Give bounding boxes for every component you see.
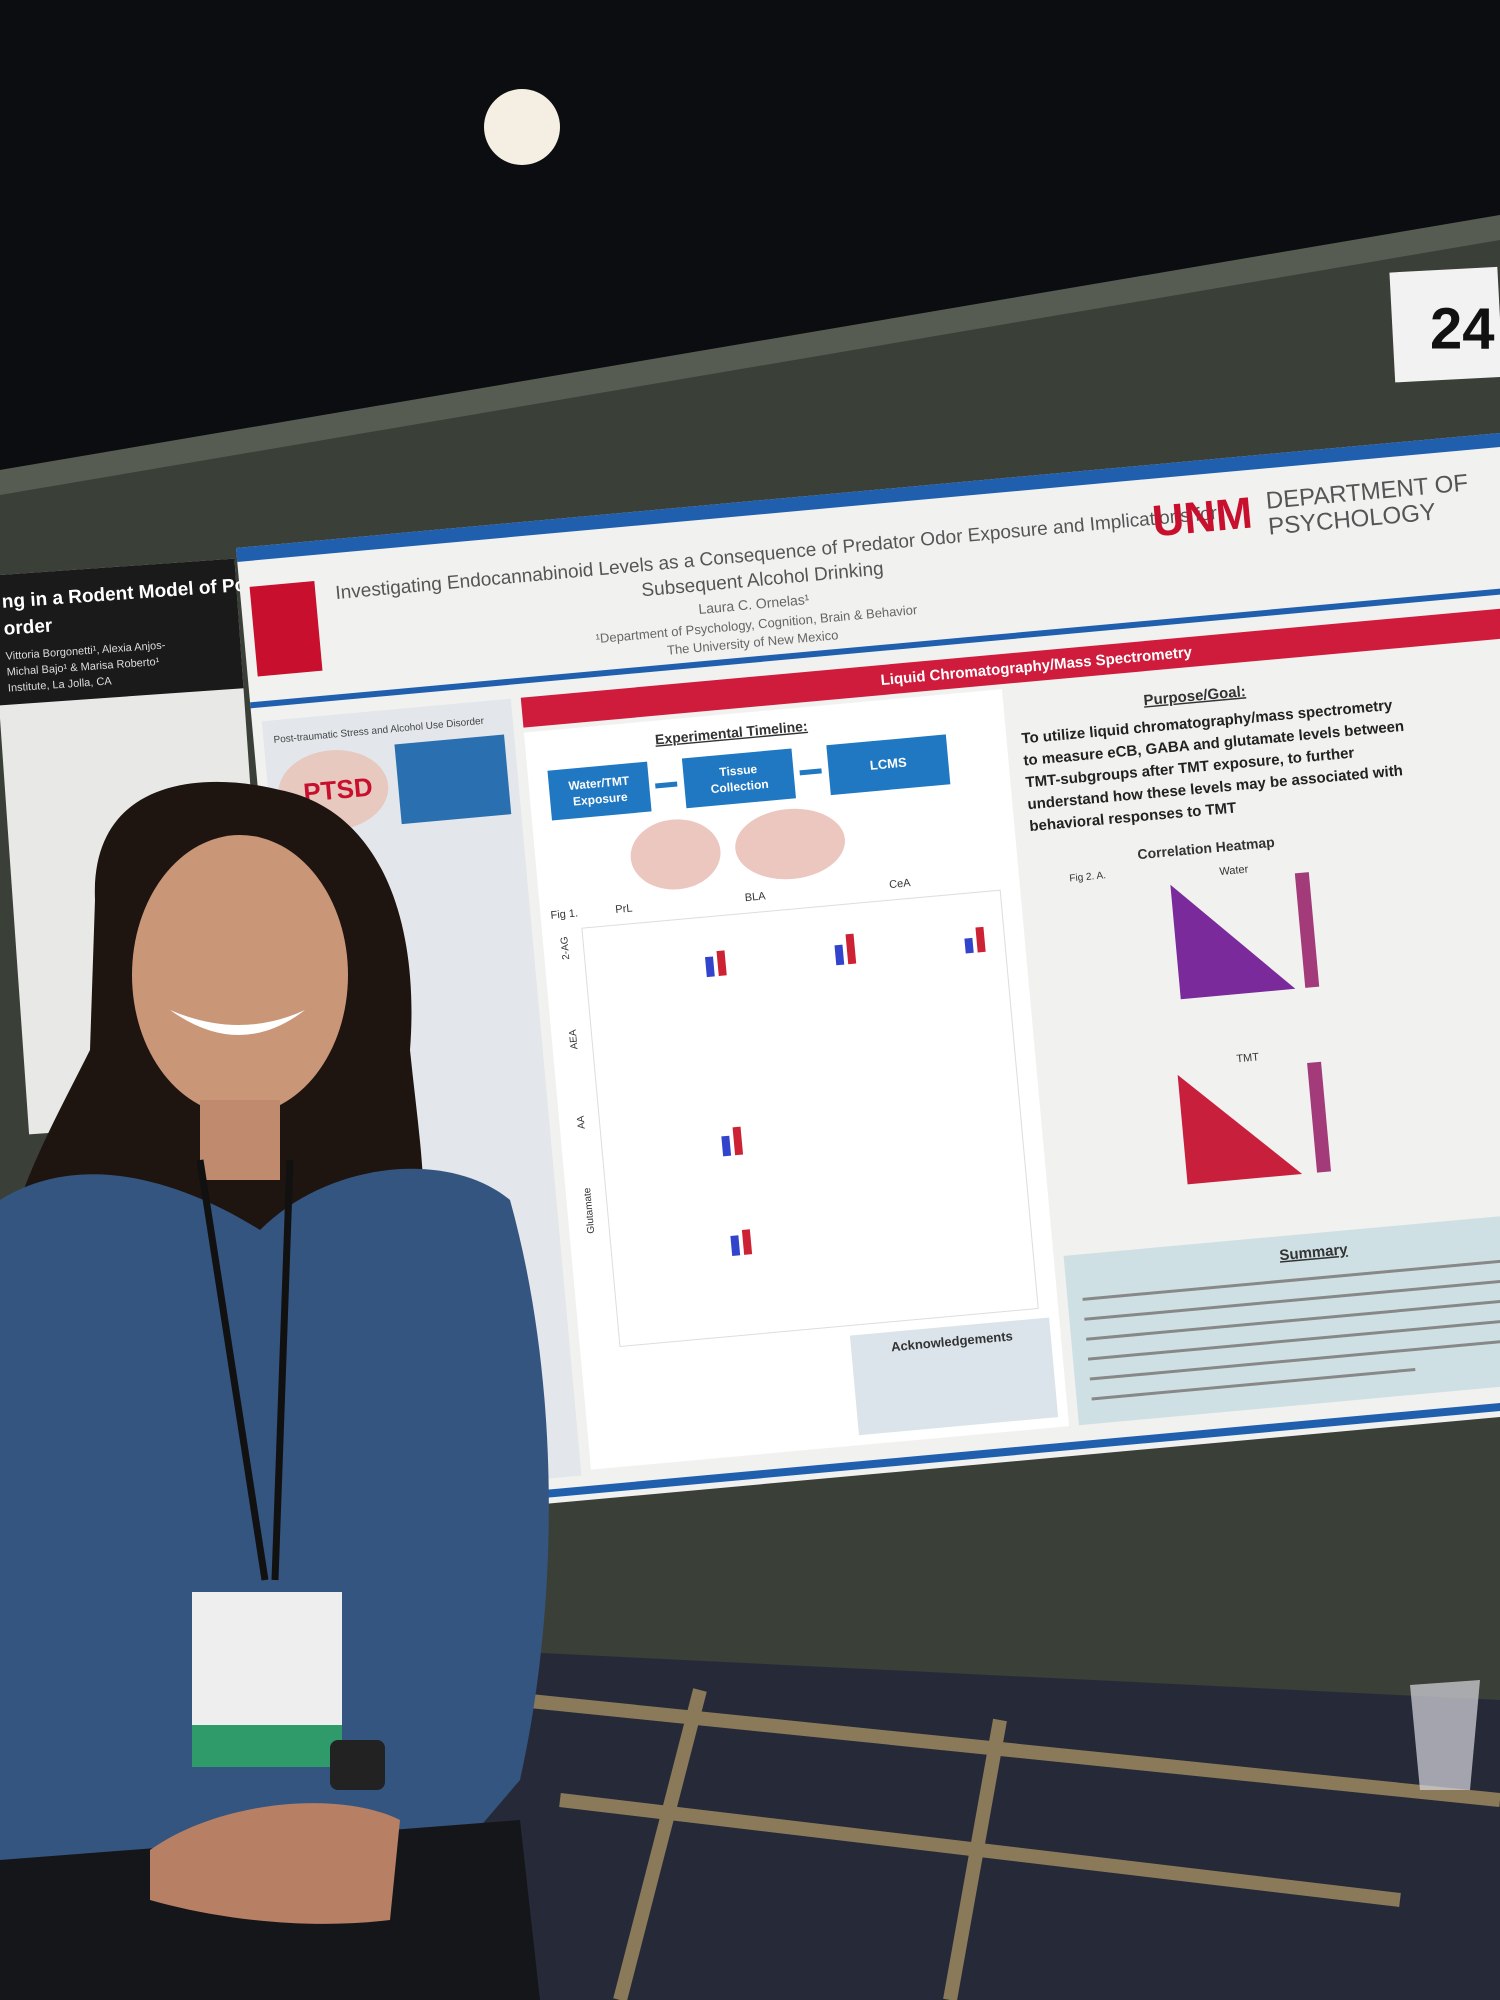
badge-stripe — [192, 1725, 342, 1767]
main-poster: Investigating Endocannabinoid Levels as … — [236, 430, 1500, 1524]
row-label: Glutamate — [582, 1187, 597, 1234]
unm-logo: UNM — [1150, 488, 1254, 546]
brain-slice — [630, 819, 721, 890]
summary-text-lines — [1082, 1255, 1500, 1401]
board-number: 24 — [1430, 296, 1495, 361]
timeline-step — [547, 761, 652, 821]
left-title: order — [3, 615, 54, 639]
row-label: 2-AG — [559, 936, 572, 960]
lobo-logo — [249, 581, 323, 677]
timeline-step-text: LCMS — [869, 755, 907, 773]
candy-cup — [1410, 1680, 1480, 1790]
heatmap-panel: TMT — [1236, 1051, 1260, 1065]
board-edge — [0, 215, 1500, 495]
header-stripe — [250, 584, 1500, 709]
timeline-step-text: Water/TMT — [568, 773, 631, 793]
region-label: CeA — [889, 877, 912, 891]
hands — [150, 1803, 400, 1924]
section-banner — [520, 604, 1500, 728]
colorbar — [1294, 872, 1320, 988]
watch — [330, 1740, 385, 1790]
timeline-step — [681, 748, 796, 809]
heatmap-tmt — [1177, 1074, 1303, 1185]
row-label: AA — [576, 1115, 588, 1130]
mini-bar-charts — [581, 889, 1039, 1348]
timeline-step-text: Tissue — [719, 762, 758, 779]
carpet-pattern — [519, 1688, 1500, 2000]
region-label: BLA — [744, 890, 766, 904]
face — [132, 835, 348, 1115]
timeline-step-text: Exposure — [572, 790, 628, 809]
fig1-label: Fig 1. — [550, 907, 578, 921]
carpet — [480, 1650, 1500, 2000]
timeline-step — [826, 734, 951, 796]
timeline-step-text: Collection — [710, 777, 769, 796]
person — [0, 781, 549, 2000]
summary-heading: Summary — [1279, 1241, 1349, 1264]
heatmap-fig: Fig 2. A. — [1069, 870, 1107, 884]
timeline-arrow — [655, 768, 822, 789]
left-poster-header — [0, 558, 244, 706]
smile — [170, 1010, 305, 1035]
colorbar — [1307, 1061, 1331, 1173]
gauge-image — [394, 734, 512, 825]
row-label: AEA — [568, 1029, 581, 1050]
number-card — [1389, 266, 1500, 383]
region-label: PrL — [615, 902, 633, 916]
bottom-stripe — [323, 1392, 1500, 1518]
top-stripe — [236, 430, 1500, 562]
brain-slice — [735, 808, 845, 880]
neck — [200, 1100, 280, 1180]
lanyard — [196, 1159, 294, 1581]
heatmap-panel: Water — [1219, 863, 1249, 878]
heatmap-water — [1170, 884, 1296, 1000]
ceiling-light — [484, 89, 560, 165]
ack-box — [849, 1317, 1059, 1436]
